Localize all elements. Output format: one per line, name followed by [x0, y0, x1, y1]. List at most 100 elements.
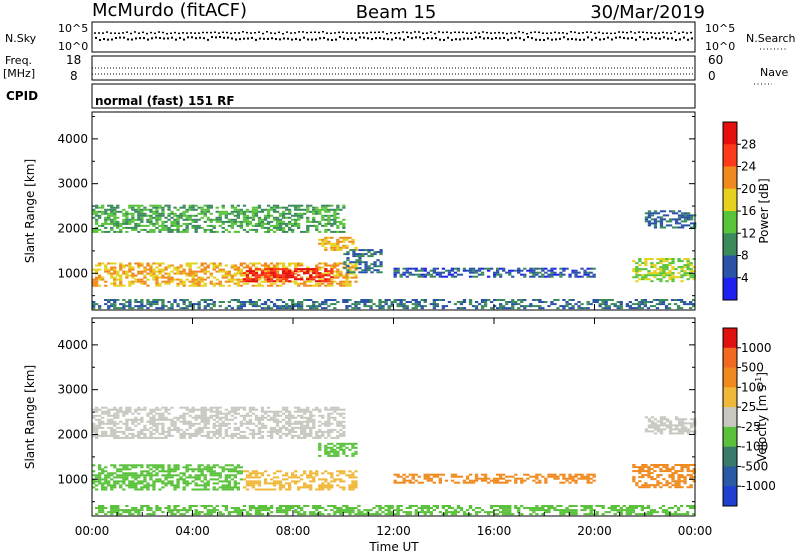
range-gate-cell [182, 416, 186, 419]
range-gate-cell [209, 430, 213, 433]
range-gate-cell [315, 305, 319, 308]
range-gate-cell [128, 204, 132, 207]
range-gate-cell [309, 270, 313, 273]
range-gate-cell [297, 270, 301, 273]
range-gate-cell [635, 266, 639, 269]
colorbar-tick-label: 4 [741, 271, 749, 285]
range-gate-cell [269, 505, 274, 507]
range-gate-cell [269, 284, 274, 287]
range-gate-cell [146, 464, 150, 467]
range-gate-cell [644, 262, 648, 265]
range-gate-cell [254, 222, 259, 225]
range-gate-cell [155, 278, 159, 281]
range-gate-cell [300, 428, 304, 431]
range-gate-cell [351, 511, 355, 514]
range-gate-cell [116, 307, 120, 310]
range-gate-cell [414, 305, 418, 308]
range-gate-cell [113, 268, 117, 271]
range-gate-cell [119, 266, 123, 269]
range-gate-cell [149, 468, 153, 471]
range-gate-cell [173, 272, 177, 275]
range-gate-cell [92, 268, 96, 271]
range-gate-cell [346, 253, 350, 256]
range-gate-cell [191, 224, 195, 227]
range-gate-cell [529, 513, 533, 516]
range-gate-cell [414, 273, 418, 276]
range-gate-cell [278, 224, 283, 227]
range-gate-cell [306, 305, 310, 308]
range-gate-cell [209, 204, 213, 207]
nave-tick-high: 60 [708, 53, 723, 67]
range-gate-cell [260, 418, 265, 421]
range-gate-cell [269, 206, 274, 209]
range-gate-cell [185, 412, 189, 415]
range-gate-cell [272, 272, 277, 275]
range-gate-cell [266, 228, 271, 231]
range-gate-cell [680, 426, 685, 429]
range-gate-cell [107, 511, 111, 514]
range-gate-cell [125, 214, 129, 217]
range-gate-cell [131, 428, 135, 431]
range-gate-cell [269, 428, 274, 431]
range-gate-cell [185, 216, 189, 219]
range-gate-cell [188, 436, 192, 439]
nsearch-point [438, 31, 440, 33]
range-gate-cell [140, 505, 144, 507]
range-gate-cell [306, 474, 310, 477]
range-gate-cell [194, 278, 198, 281]
range-gate-cell [426, 271, 430, 274]
range-gate-cell [269, 511, 274, 514]
range-gate-cell [233, 486, 237, 489]
range-gate-cell [230, 276, 234, 279]
range-gate-cell [251, 206, 256, 209]
nsearch-point [622, 31, 624, 33]
range-gate-cell [179, 414, 183, 417]
range-gate-cell [260, 436, 265, 439]
range-gate-cell [242, 278, 247, 281]
range-gate-cell [110, 513, 114, 516]
range-gate-cell [161, 436, 165, 439]
range-gate-cell [158, 264, 162, 267]
nsearch-point [578, 32, 580, 34]
range-gate-cell [254, 470, 259, 473]
range-gate-cell [158, 507, 162, 509]
range-gate-cell [496, 299, 500, 301]
nsearch-point [142, 31, 144, 34]
range-gate-cell [321, 206, 325, 209]
range-gate-cell [146, 208, 150, 211]
range-gate-cell [194, 414, 198, 417]
range-gate-cell [236, 482, 240, 485]
range-gate-cell [342, 284, 346, 287]
range-gate-cell [318, 430, 322, 433]
range-gate-cell [236, 278, 240, 281]
range-gate-cell [275, 204, 280, 207]
range-gate-cell [278, 414, 283, 417]
range-gate-cell [547, 475, 551, 478]
nsky-point [435, 36, 437, 39]
range-gate-cell [668, 482, 672, 485]
range-gate-cell [379, 263, 383, 266]
range-gate-cell [589, 303, 593, 306]
range-gate-cell [242, 436, 247, 439]
range-gate-cell [119, 264, 123, 267]
range-gate-cell [303, 428, 307, 431]
range-gate-cell [146, 224, 150, 227]
nsearch-point [246, 31, 248, 34]
range-gate-cell [330, 270, 334, 273]
range-gate-cell [526, 269, 530, 272]
range-gate-cell [644, 278, 648, 281]
range-gate-cell [357, 303, 361, 306]
range-gate-cell [321, 204, 325, 207]
range-gate-cell [152, 470, 156, 473]
range-gate-cell [104, 226, 108, 229]
range-gate-cell [523, 305, 527, 308]
range-gate-cell [656, 268, 660, 271]
range-gate-cell [683, 464, 687, 466]
range-gate-cell [227, 412, 231, 415]
range-gate-cell [209, 303, 213, 306]
range-gate-cell [674, 472, 678, 475]
range-gate-cell [373, 253, 377, 256]
nsearch-point [318, 31, 320, 34]
range-gate-cell [236, 210, 240, 213]
range-gate-cell [300, 276, 304, 279]
